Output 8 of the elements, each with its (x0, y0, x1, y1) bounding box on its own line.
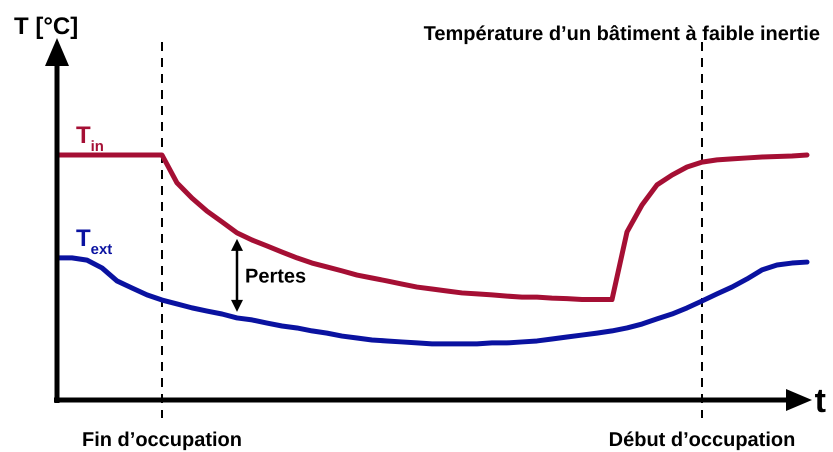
x-tick-label: Fin d’occupation (82, 429, 242, 451)
x-axis-title: t (814, 382, 826, 420)
series-label: T$_{ext}$ (76, 224, 112, 258)
y-axis-title: T [°C] (14, 13, 78, 40)
chart-title: Température d’un bâtiment à faible inertie (424, 23, 820, 45)
x-tick-label: Début d’occupation (608, 429, 796, 451)
annotation: Pertes (245, 265, 306, 288)
series-label: T$_{in}$ (76, 122, 104, 155)
